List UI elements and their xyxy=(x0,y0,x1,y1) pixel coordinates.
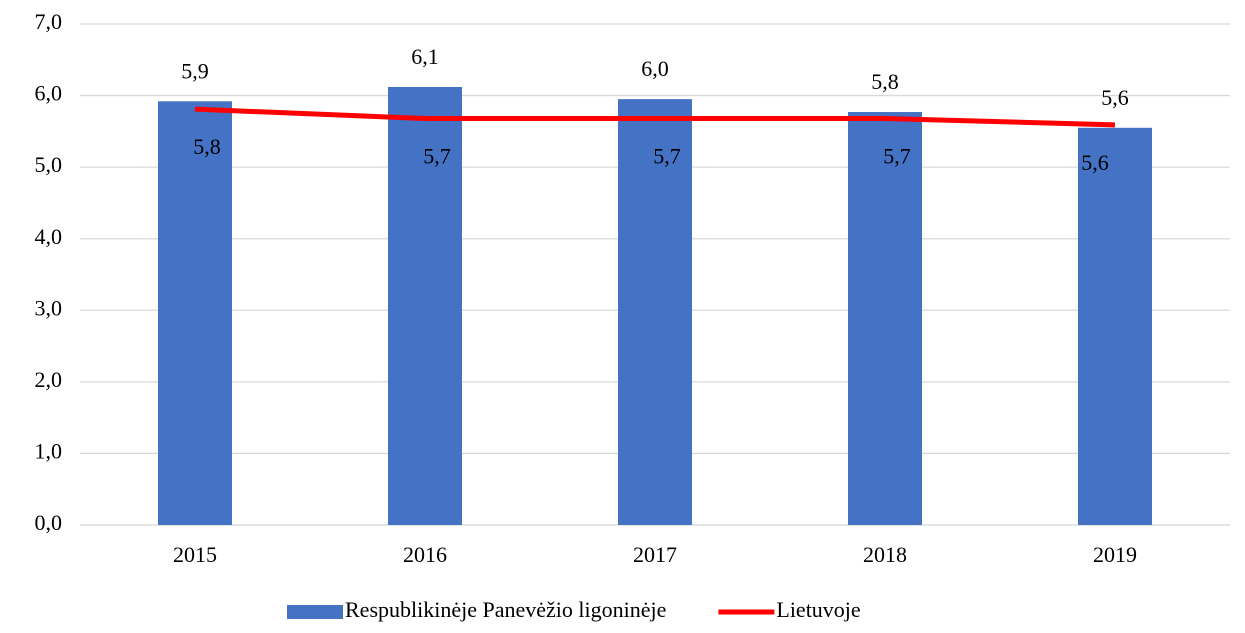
x-tick-label: 2019 xyxy=(1093,542,1137,567)
line-value-label: 5,7 xyxy=(423,144,451,169)
bar-value-label: 5,9 xyxy=(181,58,209,83)
bar-value-label: 5,8 xyxy=(871,69,899,94)
line-value-label: 5,7 xyxy=(653,144,681,169)
bar-value-label: 6,0 xyxy=(641,56,669,81)
bar xyxy=(1078,127,1152,526)
line-value-label: 5,6 xyxy=(1081,150,1109,175)
y-tick-label: 2,0 xyxy=(35,367,63,392)
y-tick-label: 5,0 xyxy=(35,152,63,177)
legend-swatch xyxy=(287,605,343,619)
y-tick-label: 3,0 xyxy=(35,295,63,320)
bar xyxy=(158,101,232,525)
line-value-label: 5,8 xyxy=(193,134,221,159)
y-tick-label: 7,0 xyxy=(35,9,63,34)
bar xyxy=(618,99,692,526)
x-tick-label: 2018 xyxy=(863,542,907,567)
y-tick-label: 0,0 xyxy=(35,510,63,535)
y-tick-label: 6,0 xyxy=(35,81,63,106)
bar xyxy=(388,86,462,526)
x-tick-label: 2015 xyxy=(173,542,217,567)
line-series xyxy=(194,106,1116,128)
bar-value-label: 5,6 xyxy=(1101,85,1129,110)
x-tick-label: 2016 xyxy=(403,542,447,567)
legend-label: Lietuvoje xyxy=(776,597,860,622)
bar xyxy=(848,112,922,525)
y-tick-label: 1,0 xyxy=(35,438,63,463)
legend-label: Respublikinėje Panevėžio ligoninėje xyxy=(345,597,666,622)
x-tick-label: 2017 xyxy=(633,542,677,567)
line-value-label: 5,7 xyxy=(883,144,911,169)
y-tick-label: 4,0 xyxy=(35,224,63,249)
bar-value-label: 6,1 xyxy=(411,44,439,69)
